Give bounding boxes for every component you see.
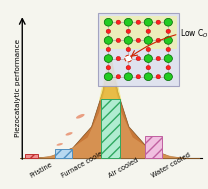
Text: Low C$_{OV}$: Low C$_{OV}$: [180, 28, 208, 40]
Ellipse shape: [76, 114, 85, 119]
Circle shape: [164, 18, 172, 26]
FancyBboxPatch shape: [55, 149, 72, 158]
FancyBboxPatch shape: [145, 136, 162, 158]
Circle shape: [126, 29, 131, 33]
Ellipse shape: [66, 132, 73, 136]
Circle shape: [106, 66, 111, 70]
Circle shape: [156, 57, 161, 61]
Circle shape: [124, 18, 132, 26]
Circle shape: [144, 73, 152, 81]
FancyBboxPatch shape: [100, 16, 177, 50]
Ellipse shape: [57, 143, 63, 146]
Circle shape: [116, 57, 121, 61]
Circle shape: [166, 66, 171, 70]
Polygon shape: [20, 53, 200, 158]
Circle shape: [125, 55, 132, 62]
Circle shape: [104, 18, 113, 26]
Circle shape: [104, 36, 113, 44]
Circle shape: [166, 47, 171, 52]
Circle shape: [124, 73, 132, 81]
Circle shape: [146, 66, 151, 70]
Circle shape: [144, 36, 152, 44]
Circle shape: [136, 57, 141, 61]
Circle shape: [136, 20, 141, 24]
FancyBboxPatch shape: [25, 153, 38, 158]
Circle shape: [144, 55, 152, 62]
Polygon shape: [99, 53, 121, 101]
FancyBboxPatch shape: [98, 13, 178, 85]
Circle shape: [146, 29, 151, 33]
Circle shape: [144, 18, 152, 26]
Circle shape: [156, 38, 161, 43]
Circle shape: [164, 55, 172, 62]
Circle shape: [124, 36, 132, 44]
Text: Pristine: Pristine: [29, 161, 53, 179]
Circle shape: [164, 36, 172, 44]
Circle shape: [126, 47, 131, 52]
FancyBboxPatch shape: [101, 99, 120, 158]
Circle shape: [126, 66, 131, 70]
Circle shape: [104, 73, 113, 81]
Text: Water cooled: Water cooled: [150, 151, 191, 179]
Circle shape: [146, 47, 151, 52]
Text: Furnace cooled: Furnace cooled: [61, 148, 107, 179]
Circle shape: [166, 29, 171, 33]
Text: Air cooled: Air cooled: [107, 157, 139, 179]
Polygon shape: [32, 57, 189, 158]
Circle shape: [116, 75, 121, 79]
Text: Piezocatalytic performance: Piezocatalytic performance: [15, 39, 21, 137]
Circle shape: [116, 20, 121, 24]
Circle shape: [156, 75, 161, 79]
Circle shape: [104, 55, 113, 62]
Circle shape: [136, 75, 141, 79]
Circle shape: [116, 38, 121, 43]
Circle shape: [156, 20, 161, 24]
Circle shape: [136, 38, 141, 43]
Circle shape: [106, 29, 111, 33]
Circle shape: [164, 73, 172, 81]
Circle shape: [106, 47, 111, 52]
